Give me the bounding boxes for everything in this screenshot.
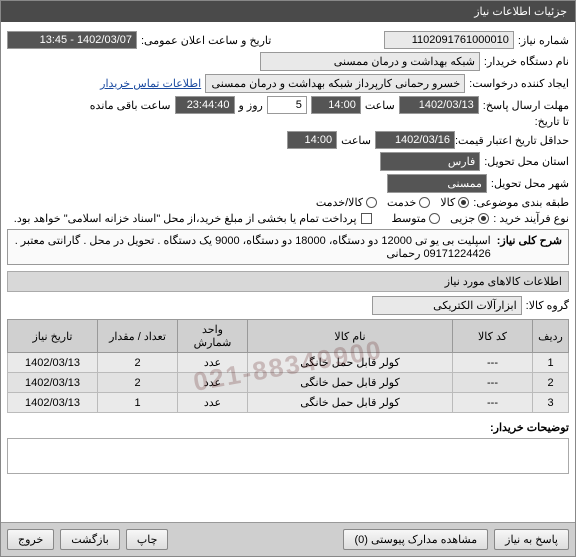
table-wrap: ردیف کد کالا نام کالا واحد شمارش تعداد /…: [7, 319, 569, 413]
time-label-1: ساعت: [365, 99, 395, 112]
buyer-org-label: نام دستگاه خریدار:: [484, 55, 569, 68]
province-label: استان محل تحویل:: [484, 155, 569, 168]
table-row[interactable]: 2---کولر قابل حمل خانگیعدد21402/03/13: [8, 373, 569, 393]
content-area: شماره نیاز: 1102091761000010 تاریخ و ساع…: [1, 22, 575, 484]
respond-button[interactable]: پاسخ به نیاز: [494, 529, 569, 550]
window-root: جزئیات اطلاعات نیاز شماره نیاز: 11020917…: [0, 0, 576, 557]
table-cell: ---: [453, 393, 533, 413]
reply-deadline-time: 14:00: [311, 96, 361, 114]
buyer-org-value: شبکه بهداشت و درمان ممسنی: [260, 52, 480, 71]
treasury-checkbox[interactable]: [361, 213, 372, 224]
price-valid-label: حداقل تاریخ اعتبار قیمت: تا تاریخ:: [459, 134, 569, 147]
radio-icon: [429, 213, 440, 224]
price-valid-time: 14:00: [287, 131, 337, 149]
category-radio-group: کالا خدمت کالا/خدمت: [316, 196, 469, 209]
province-value: فارس: [380, 152, 480, 171]
table-cell: 3: [533, 393, 569, 413]
radio-icon: [458, 197, 469, 208]
announce-label: تاریخ و ساعت اعلان عمومی:: [141, 34, 271, 47]
back-button[interactable]: بازگشت: [60, 529, 120, 550]
print-button[interactable]: چاپ: [126, 529, 169, 550]
col-qty: تعداد / مقدار: [98, 320, 178, 353]
city-value: ممسنی: [387, 174, 487, 193]
table-cell: ---: [453, 373, 533, 393]
col-code: کد کالا: [453, 320, 533, 353]
process-label: نوع فرآیند خرید :: [493, 212, 569, 225]
buyer-notes-box: [7, 438, 569, 474]
radio-icon: [478, 213, 489, 224]
table-cell: کولر قابل حمل خانگی: [248, 393, 453, 413]
col-name: نام کالا: [248, 320, 453, 353]
window-title: جزئیات اطلاعات نیاز: [474, 6, 567, 18]
announce-value: 1402/03/07 - 13:45: [7, 31, 137, 49]
table-row[interactable]: 3---کولر قابل حمل خانگیعدد11402/03/13: [8, 393, 569, 413]
goods-table: ردیف کد کالا نام کالا واحد شمارش تعداد /…: [7, 319, 569, 413]
pay-note: پرداخت تمام یا بخشی از مبلغ خرید،از محل …: [14, 212, 357, 225]
table-row[interactable]: 1---کولر قابل حمل خانگیعدد21402/03/13: [8, 353, 569, 373]
description-text: اسپلیت بی یو تی 12000 دو دستگاه، 18000 د…: [14, 234, 491, 260]
titlebar: جزئیات اطلاعات نیاز: [1, 1, 575, 22]
description-label: شرح کلی نیاز:: [497, 234, 562, 260]
category-option-0[interactable]: کالا: [440, 196, 469, 209]
category-option-1[interactable]: خدمت: [387, 196, 430, 209]
category-option-2[interactable]: کالا/خدمت: [316, 196, 377, 209]
table-cell: 1: [533, 353, 569, 373]
city-label: شهر محل تحویل:: [491, 177, 569, 190]
table-cell: ---: [453, 353, 533, 373]
days-and-label: روز و: [239, 99, 263, 112]
footer-bar: پاسخ به نیاز مشاهده مدارک پیوستی (0) چاپ…: [1, 522, 575, 556]
days-remaining: 5: [267, 96, 307, 114]
reply-deadline-label: مهلت ارسال پاسخ:: [483, 99, 569, 112]
table-cell: 1402/03/13: [8, 353, 98, 373]
goods-group-label: گروه کالا:: [526, 299, 569, 312]
attachments-button[interactable]: مشاهده مدارک پیوستی (0): [343, 529, 488, 550]
need-number-label: شماره نیاز:: [518, 34, 569, 47]
ta-tarikh-label: تا تاریخ:: [535, 115, 569, 128]
price-valid-date: 1402/03/16: [375, 131, 455, 149]
exit-button[interactable]: خروج: [7, 529, 54, 550]
description-box: شرح کلی نیاز: اسپلیت بی یو تی 12000 دو د…: [7, 229, 569, 265]
requester-value: خسرو رحمانی کارپرداز شبکه بهداشت و درمان…: [205, 74, 465, 93]
requester-label: ایجاد کننده درخواست:: [469, 77, 569, 90]
col-row: ردیف: [533, 320, 569, 353]
goods-group-value: ابزارآلات الکتریکی: [372, 296, 522, 315]
table-cell: 1: [98, 393, 178, 413]
process-option-1[interactable]: متوسط: [392, 212, 441, 225]
process-radio-group: جزیی متوسط: [392, 212, 490, 225]
table-cell: 2: [533, 373, 569, 393]
table-cell: کولر قابل حمل خانگی: [248, 373, 453, 393]
remain-label: ساعت باقی مانده: [90, 99, 171, 112]
table-cell: عدد: [178, 353, 248, 373]
table-cell: عدد: [178, 393, 248, 413]
time-remaining: 23:44:40: [175, 96, 235, 114]
table-cell: 2: [98, 353, 178, 373]
col-date: تاریخ نیاز: [8, 320, 98, 353]
category-label: طبقه بندی موضوعی:: [473, 196, 569, 209]
table-cell: 1402/03/13: [8, 373, 98, 393]
goods-section-header: اطلاعات کالاهای مورد نیاز: [7, 271, 569, 292]
table-cell: 1402/03/13: [8, 393, 98, 413]
table-cell: 2: [98, 373, 178, 393]
need-number-value: 1102091761000010: [384, 31, 514, 49]
col-unit: واحد شمارش: [178, 320, 248, 353]
table-cell: کولر قابل حمل خانگی: [248, 353, 453, 373]
buyer-notes-label: توضیحات خریدار:: [490, 421, 569, 434]
process-option-0[interactable]: جزیی: [450, 212, 489, 225]
contact-link[interactable]: اطلاعات تماس خریدار: [100, 77, 201, 90]
table-header-row: ردیف کد کالا نام کالا واحد شمارش تعداد /…: [8, 320, 569, 353]
radio-icon: [419, 197, 430, 208]
time-label-2: ساعت: [341, 134, 371, 147]
table-cell: عدد: [178, 373, 248, 393]
reply-deadline-date: 1402/03/13: [399, 96, 479, 114]
radio-icon: [366, 197, 377, 208]
